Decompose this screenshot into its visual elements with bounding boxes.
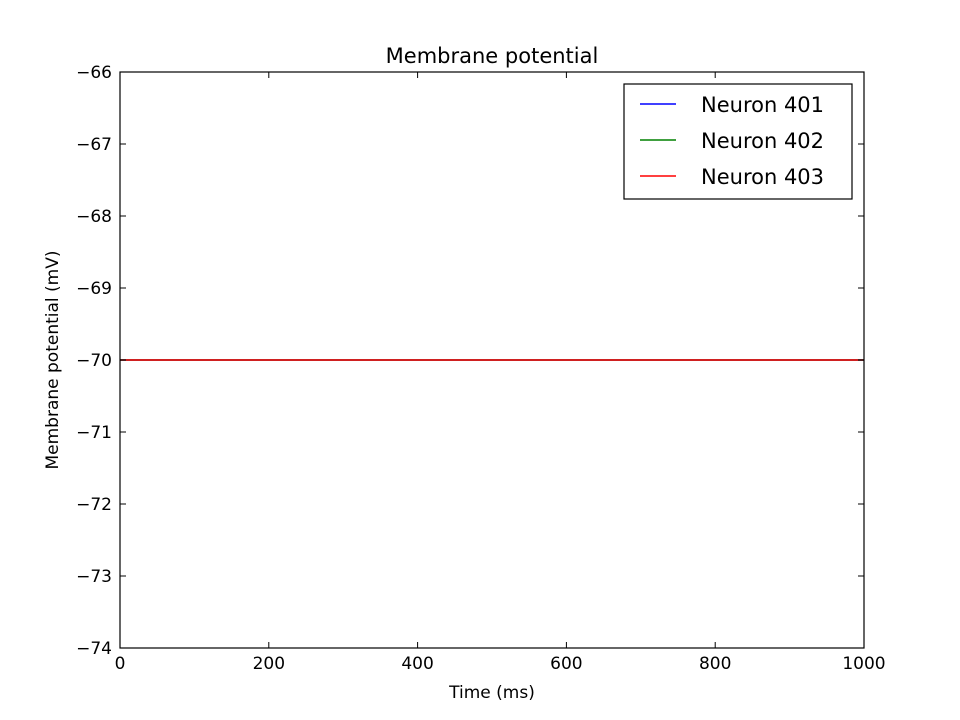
x-tick-label: 1000 [842, 654, 885, 674]
legend-label-2: Neuron 402 [701, 129, 824, 153]
y-tick-label: −71 [76, 423, 112, 443]
x-tick-label: 800 [699, 654, 731, 674]
chart-title: Membrane potential [386, 44, 599, 68]
y-tick-label: −69 [76, 279, 112, 299]
y-tick-label: −72 [76, 495, 112, 515]
x-tick-label: 0 [115, 654, 126, 674]
x-axis-label: Time (ms) [448, 683, 535, 703]
y-tick-label: −68 [76, 207, 112, 227]
legend-label-3: Neuron 403 [701, 165, 824, 189]
y-tick-label: −66 [76, 63, 112, 83]
y-tick-label: −74 [76, 639, 112, 659]
legend-label-1: Neuron 401 [701, 93, 824, 117]
axes-frame [119, 71, 865, 649]
ticks-layer: 0 200 400 600 800 1000 −74 −73 −72 −71 −70 −69 −68 −6… [76, 63, 886, 674]
x-tick-label: 400 [401, 654, 433, 674]
y-tick-label: −73 [76, 567, 112, 587]
legend-box [623, 83, 853, 200]
legend: Neuron 401 Neuron 402 Neuron 403 [623, 83, 853, 200]
x-tick-label: 600 [550, 654, 582, 674]
y-tick-label: −67 [76, 135, 112, 155]
y-tick-label: −70 [76, 351, 112, 371]
y-axis-label: Membrane potential (mV) [43, 251, 63, 470]
x-tick-label: 200 [253, 654, 285, 674]
